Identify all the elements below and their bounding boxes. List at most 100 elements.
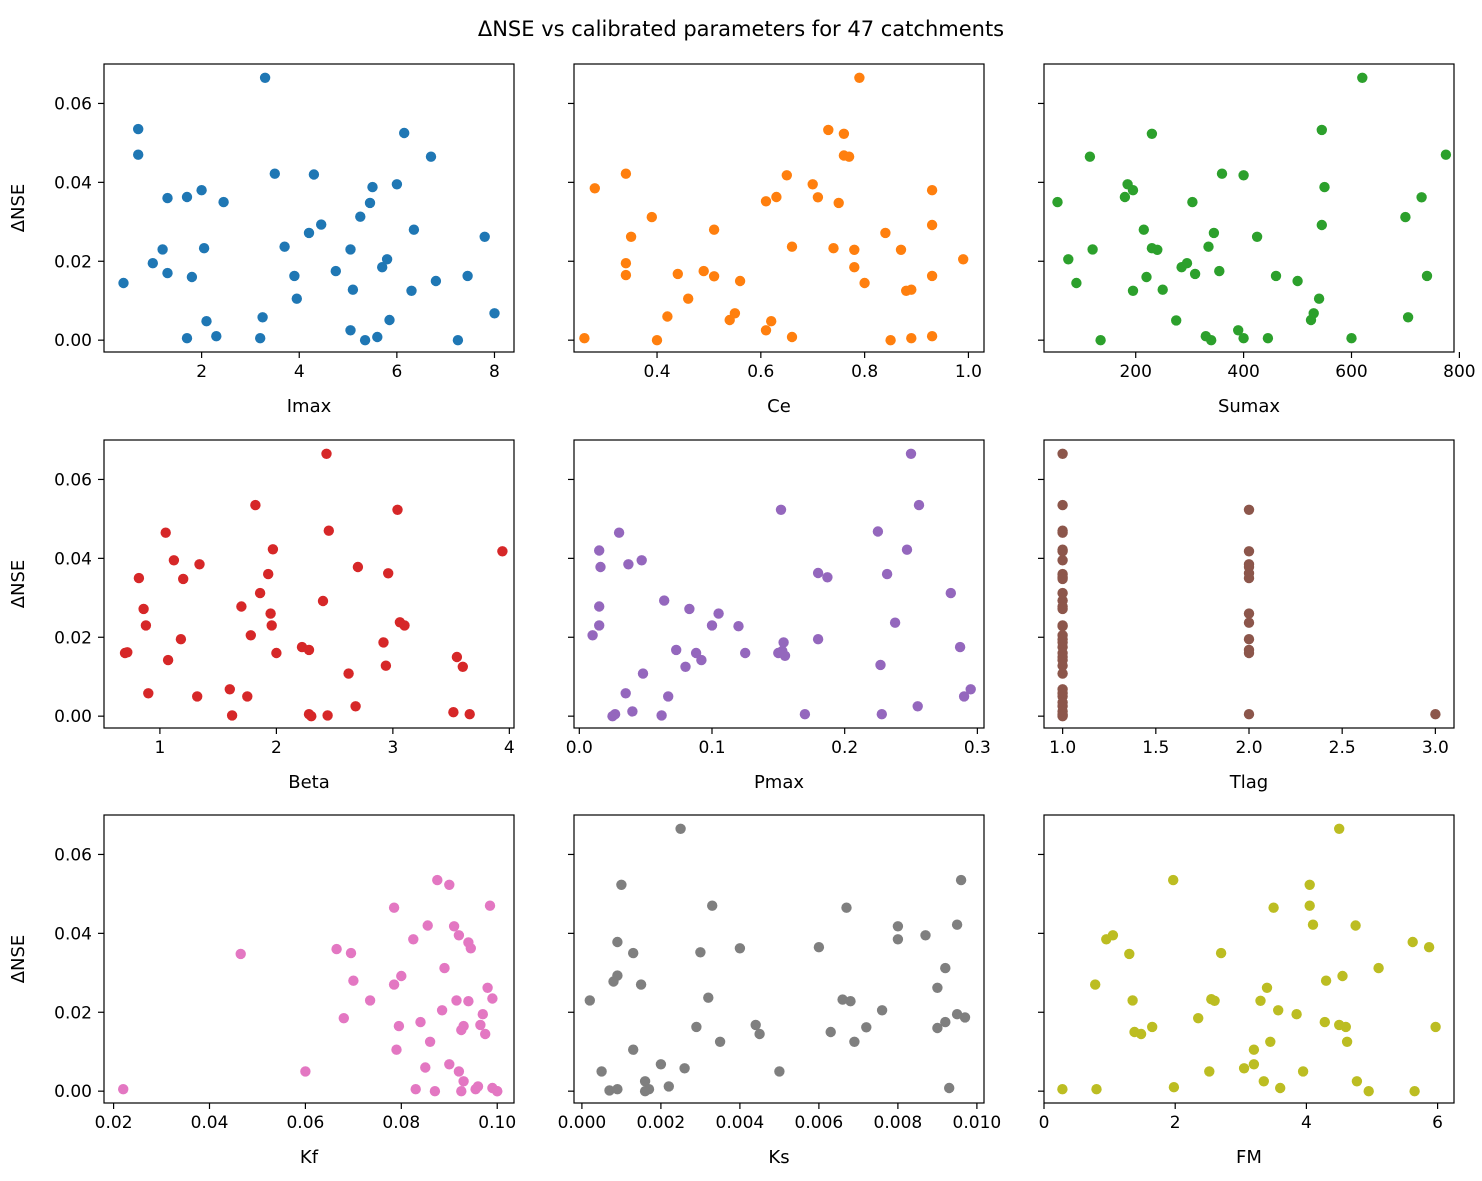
data-point bbox=[703, 992, 714, 1003]
data-point bbox=[906, 333, 917, 344]
data-point bbox=[959, 1012, 971, 1023]
data-point bbox=[932, 982, 943, 993]
data-point bbox=[691, 1021, 702, 1033]
plot-frame bbox=[103, 439, 515, 729]
data-point bbox=[391, 1044, 402, 1055]
data-point bbox=[625, 231, 637, 242]
data-point bbox=[367, 181, 378, 193]
data-point bbox=[849, 244, 860, 255]
y-tick-label: 0.00 bbox=[54, 331, 92, 351]
panel-kf: 0.02 0.04 0.06 0.08 0.100.000.020.040.06KfΔN… bbox=[8, 814, 516, 1168]
data-point bbox=[316, 219, 327, 230]
x-axis-label: Pmax bbox=[754, 772, 804, 793]
data-point bbox=[408, 224, 420, 235]
x-axis-label: Beta bbox=[288, 772, 330, 793]
x-tick-label: 2 bbox=[271, 738, 282, 758]
data-point bbox=[453, 1066, 465, 1077]
data-point bbox=[1084, 151, 1096, 162]
data-point bbox=[905, 448, 917, 459]
x-tick-label: 2 bbox=[1170, 1113, 1181, 1133]
data-point bbox=[609, 709, 621, 720]
x-tick-label: 0.06 bbox=[286, 1113, 324, 1133]
data-point bbox=[444, 1059, 455, 1070]
data-point bbox=[620, 688, 631, 699]
data-point bbox=[944, 1082, 955, 1094]
data-point bbox=[186, 271, 198, 283]
data-point bbox=[308, 169, 320, 180]
data-point bbox=[147, 258, 158, 269]
data-point bbox=[671, 644, 682, 656]
data-point bbox=[837, 994, 848, 1005]
data-point bbox=[399, 620, 410, 631]
data-point bbox=[1243, 546, 1255, 557]
data-point bbox=[1187, 196, 1198, 208]
data-point bbox=[675, 823, 686, 834]
data-point bbox=[895, 244, 907, 255]
data-point bbox=[945, 587, 956, 599]
y-tick-label: 0.00 bbox=[54, 1082, 92, 1102]
data-point bbox=[695, 947, 706, 958]
data-point bbox=[1350, 920, 1361, 931]
data-point bbox=[138, 603, 149, 615]
x-tick-label: 6 bbox=[391, 362, 402, 382]
data-point bbox=[321, 448, 332, 459]
data-point bbox=[954, 641, 966, 653]
data-point bbox=[628, 1044, 639, 1055]
data-point bbox=[589, 183, 600, 194]
x-tick-label: 0.0 bbox=[566, 738, 593, 758]
data-point bbox=[364, 995, 376, 1006]
data-point bbox=[833, 197, 844, 209]
data-point bbox=[1091, 1084, 1102, 1095]
data-point bbox=[1248, 1059, 1260, 1070]
data-point bbox=[812, 567, 824, 579]
data-point bbox=[912, 701, 923, 712]
data-point bbox=[663, 1081, 674, 1092]
data-point bbox=[1204, 1066, 1215, 1077]
data-point bbox=[754, 1028, 765, 1040]
data-point bbox=[330, 265, 341, 277]
data-point bbox=[729, 308, 741, 319]
data-point bbox=[1057, 555, 1068, 566]
data-point bbox=[861, 1022, 872, 1033]
y-tick-label: 0.02 bbox=[54, 628, 92, 648]
x-tick-label: 0.002 bbox=[637, 1113, 686, 1133]
data-point bbox=[250, 499, 261, 511]
data-point bbox=[760, 325, 772, 336]
data-point bbox=[133, 572, 145, 584]
data-point bbox=[331, 943, 342, 955]
data-point bbox=[388, 979, 400, 990]
y-tick-label: 0.06 bbox=[54, 470, 92, 490]
data-point bbox=[951, 1009, 963, 1020]
data-point bbox=[880, 227, 891, 239]
data-point bbox=[926, 270, 938, 282]
y-tick-label: 0.04 bbox=[54, 549, 92, 569]
data-point bbox=[444, 879, 455, 890]
data-point bbox=[408, 934, 419, 945]
data-point bbox=[1319, 1016, 1331, 1028]
y-tick-label: 0.06 bbox=[54, 845, 92, 865]
data-point bbox=[1057, 711, 1068, 722]
data-point bbox=[263, 568, 274, 580]
data-point bbox=[627, 706, 638, 717]
data-point bbox=[1407, 936, 1418, 948]
data-point bbox=[932, 1022, 943, 1034]
data-point bbox=[1423, 942, 1435, 953]
data-point bbox=[680, 661, 691, 672]
data-point bbox=[875, 659, 886, 671]
data-point bbox=[696, 654, 707, 666]
data-point bbox=[1243, 617, 1255, 628]
data-point bbox=[778, 637, 789, 648]
x-tick-label: 0.008 bbox=[874, 1113, 923, 1133]
data-point bbox=[926, 331, 938, 342]
data-point bbox=[1208, 227, 1220, 239]
data-point bbox=[698, 265, 709, 277]
data-point bbox=[812, 192, 824, 203]
data-point bbox=[1057, 587, 1068, 599]
data-point bbox=[1421, 270, 1433, 282]
data-point bbox=[1248, 1044, 1260, 1055]
data-point bbox=[1203, 241, 1214, 252]
data-point bbox=[1297, 1066, 1309, 1077]
data-point bbox=[655, 1059, 667, 1070]
data-point bbox=[381, 254, 393, 265]
data-point bbox=[1334, 823, 1345, 834]
